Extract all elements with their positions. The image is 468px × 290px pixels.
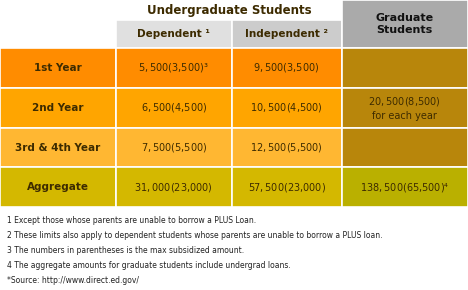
FancyBboxPatch shape: [232, 168, 342, 207]
FancyBboxPatch shape: [116, 20, 232, 48]
Text: $20,500 ($8,500)
for each year: $20,500 ($8,500) for each year: [368, 95, 441, 121]
FancyBboxPatch shape: [116, 0, 342, 20]
FancyBboxPatch shape: [342, 128, 468, 168]
Text: 2 These limits also apply to dependent students whose parents are unable to borr: 2 These limits also apply to dependent s…: [7, 231, 382, 240]
FancyBboxPatch shape: [0, 48, 116, 88]
Text: 3rd & 4th Year: 3rd & 4th Year: [15, 143, 101, 153]
Text: $138,500 ($65,500)⁴: $138,500 ($65,500)⁴: [360, 181, 450, 194]
FancyBboxPatch shape: [342, 168, 468, 207]
Text: 4 The aggregate amounts for graduate students include undergrad loans.: 4 The aggregate amounts for graduate stu…: [7, 261, 291, 270]
Text: $12,500 ($5,500): $12,500 ($5,500): [250, 141, 323, 154]
Text: $10,500 ($4,500): $10,500 ($4,500): [250, 101, 323, 114]
Text: Graduate
Students: Graduate Students: [376, 13, 434, 35]
Text: Dependent ¹: Dependent ¹: [138, 29, 210, 39]
FancyBboxPatch shape: [116, 48, 232, 88]
Text: $7,500 ($5,500): $7,500 ($5,500): [141, 141, 207, 154]
Text: 2nd Year: 2nd Year: [32, 103, 84, 113]
FancyBboxPatch shape: [116, 168, 232, 207]
FancyBboxPatch shape: [232, 88, 342, 128]
FancyBboxPatch shape: [0, 168, 116, 207]
FancyBboxPatch shape: [0, 128, 116, 168]
FancyBboxPatch shape: [0, 0, 116, 48]
Text: $6,500 ($4,500): $6,500 ($4,500): [141, 101, 207, 114]
Text: $5,500 ($3,500)³: $5,500 ($3,500)³: [139, 61, 209, 74]
Text: Aggregate: Aggregate: [27, 182, 89, 192]
FancyBboxPatch shape: [116, 128, 232, 168]
Text: 1st Year: 1st Year: [34, 63, 82, 73]
Text: 3 The numbers in parentheses is the max subsidized amount.: 3 The numbers in parentheses is the max …: [7, 246, 244, 255]
Text: 1 Except those whose parents are unable to borrow a PLUS Loan.: 1 Except those whose parents are unable …: [7, 216, 256, 225]
Text: Undergraduate Students: Undergraduate Students: [146, 3, 311, 17]
FancyBboxPatch shape: [342, 88, 468, 128]
Text: $9,500 ($3,500): $9,500 ($3,500): [254, 61, 320, 74]
FancyBboxPatch shape: [342, 0, 468, 48]
FancyBboxPatch shape: [232, 48, 342, 88]
FancyBboxPatch shape: [116, 88, 232, 128]
Text: $31,000 ($23,000): $31,000 ($23,000): [134, 181, 213, 194]
Text: *Source: http://www.direct.ed.gov/: *Source: http://www.direct.ed.gov/: [7, 276, 139, 285]
FancyBboxPatch shape: [232, 20, 342, 48]
FancyBboxPatch shape: [232, 128, 342, 168]
Text: $57,500 ($23,000): $57,500 ($23,000): [248, 181, 326, 194]
FancyBboxPatch shape: [0, 88, 116, 128]
FancyBboxPatch shape: [342, 48, 468, 88]
Text: Independent ²: Independent ²: [245, 29, 328, 39]
